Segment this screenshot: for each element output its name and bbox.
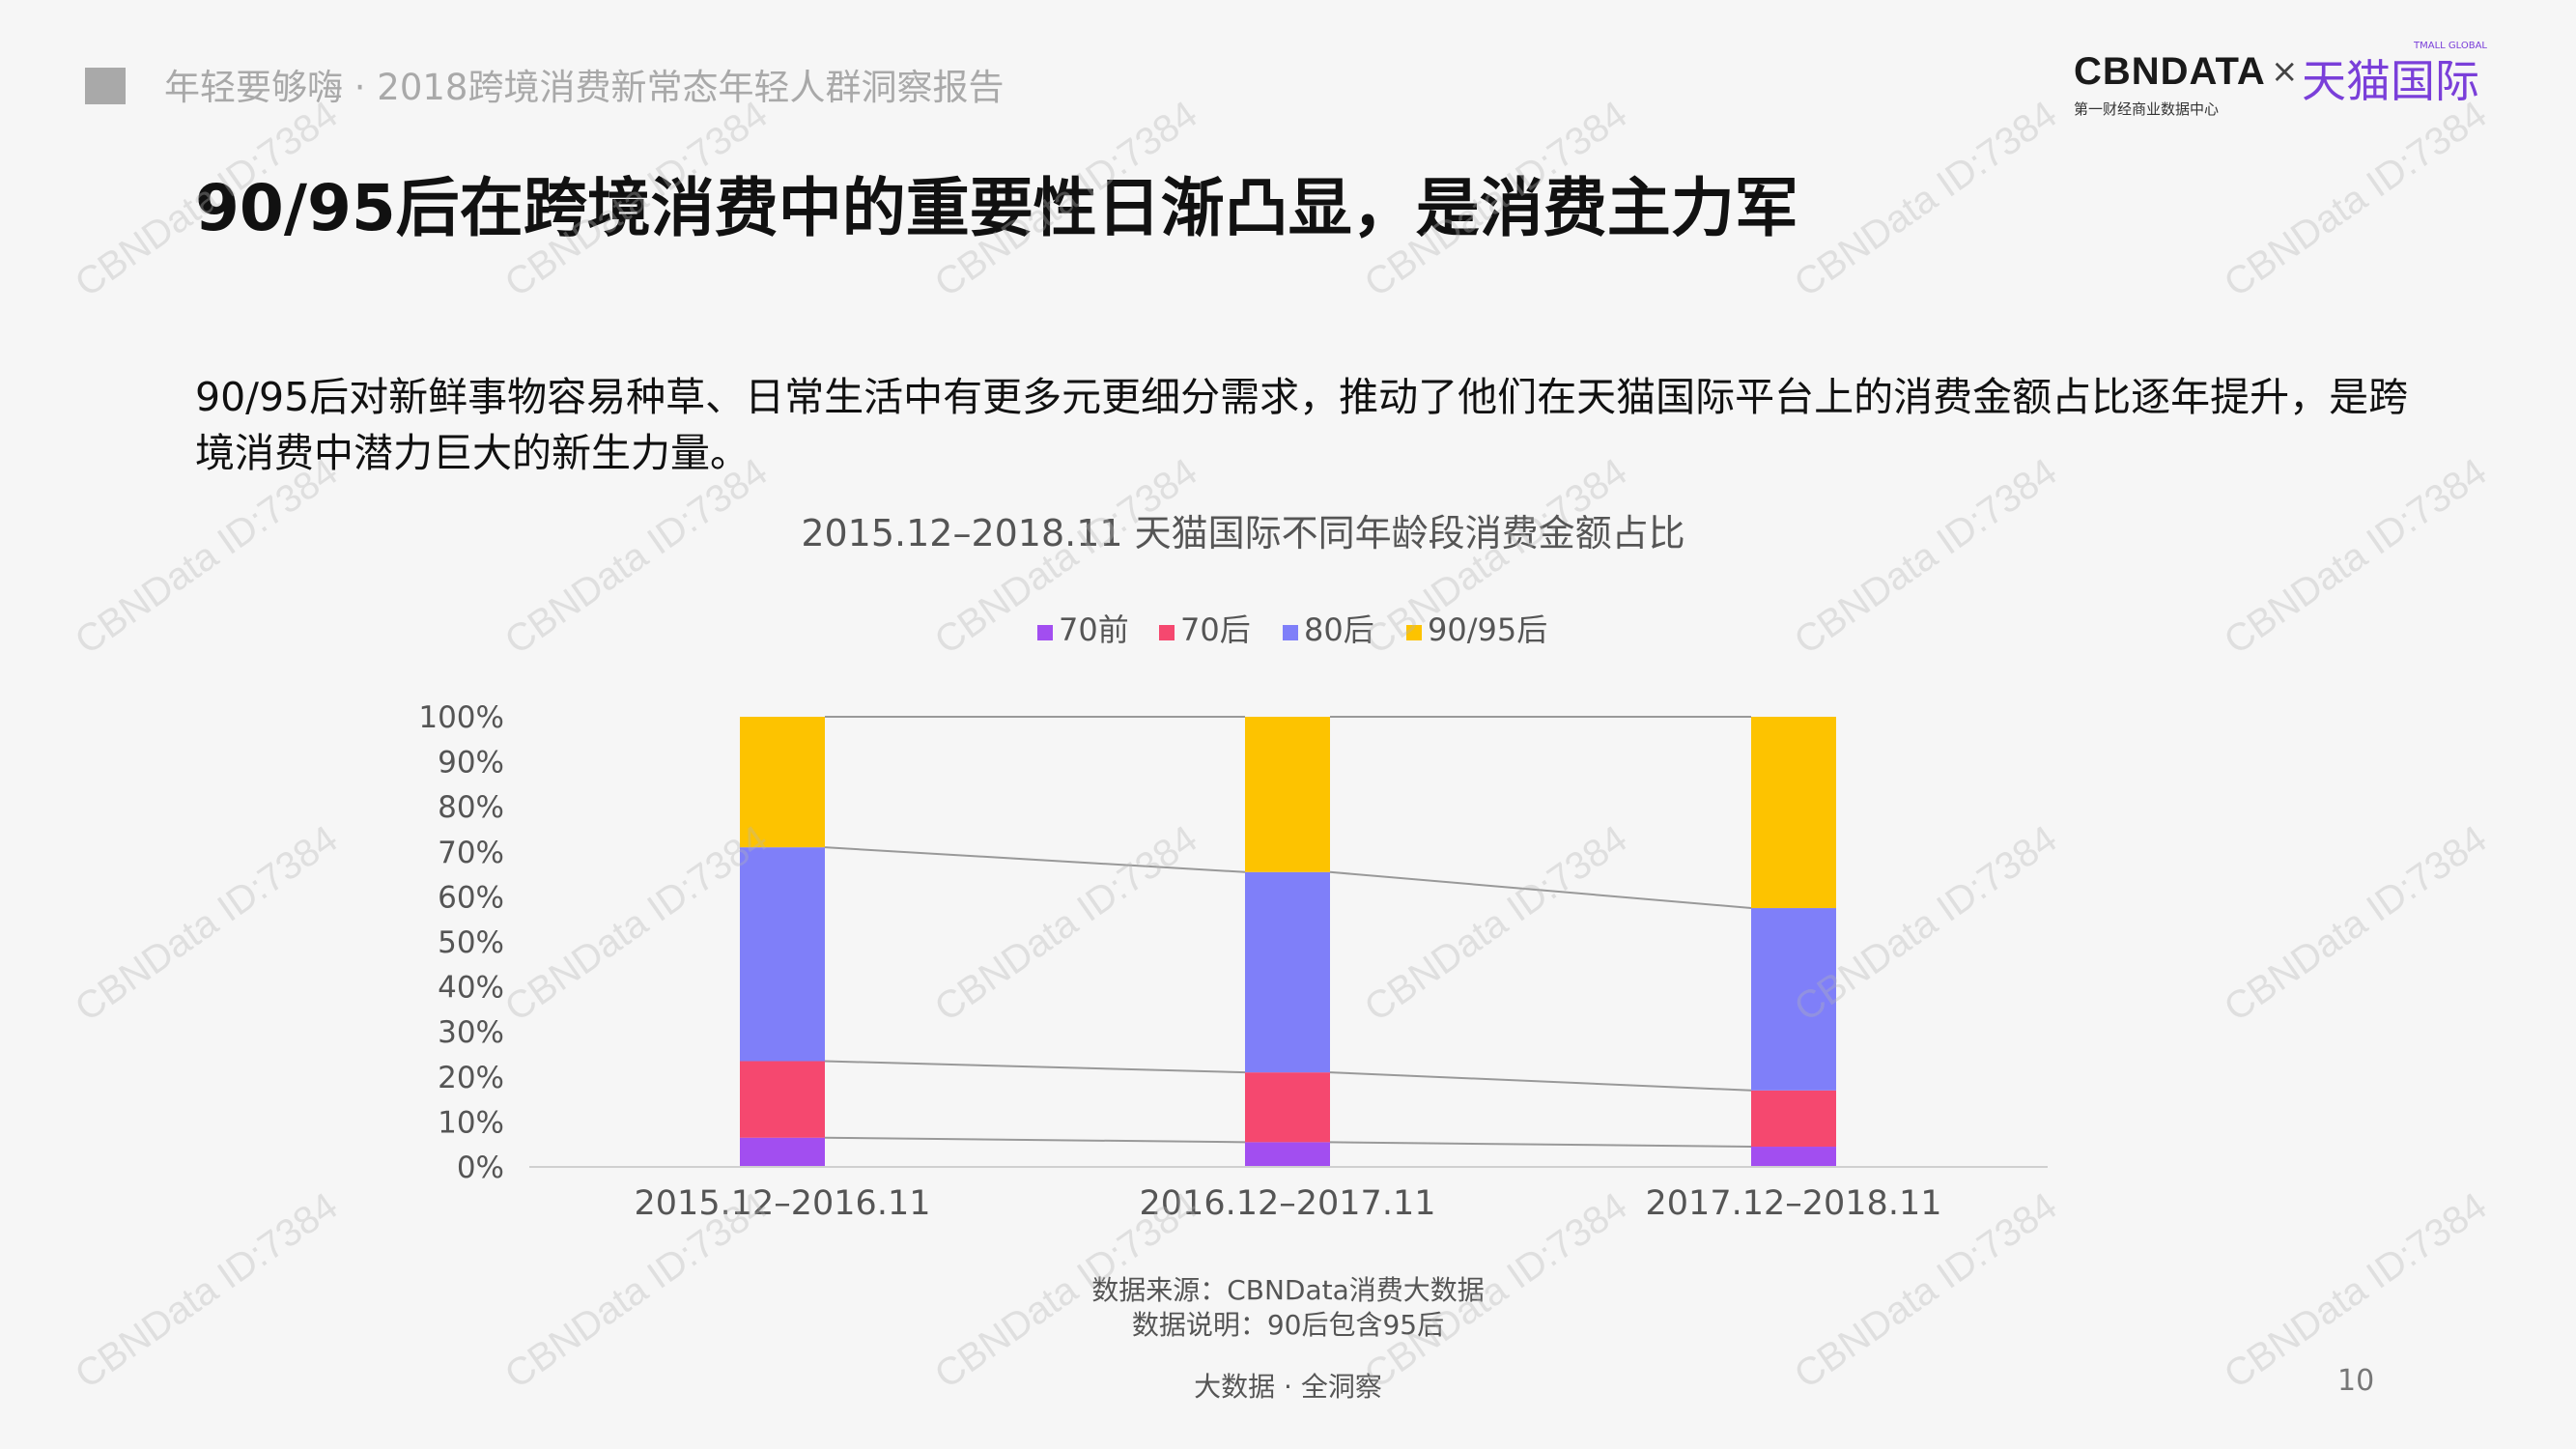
x-tick-label: 2015.12–2016.11 [635,1184,931,1223]
bar-segment [740,717,825,848]
source-line-2: 数据说明：90后包含95后 [1131,1309,1445,1341]
stacked-bar-chart: 2015.12–2018.11 天猫国际不同年龄段消费金额占比 70前 70后 80… [418,512,2048,1223]
logo-cbndata: CBNDATA [2074,50,2266,93]
x-tick-label: 2016.12–2017.11 [1140,1184,1436,1223]
y-tick-label: 40% [438,971,504,1006]
series-line [824,1136,1246,1144]
page-number: 10 [2337,1364,2375,1398]
bar-segment [740,1061,825,1138]
y-tick-label: 20% [438,1061,504,1095]
y-tick-label: 60% [438,880,504,915]
report-title: 年轻要够嗨 · 2018跨境消费新常态年轻人群洞察报告 [164,67,1005,108]
series-line [1329,1141,1752,1149]
axes: 0% 10% 20% 30% 40% 50% 60% 70% 80% 90% 100% 2015.12… [418,700,2048,1223]
x-tick-label: 2017.12–2018.11 [1646,1184,1942,1223]
page-title: 90/95后在跨境消费中的重要性日渐凸显，是消费主力军 [195,171,1798,245]
source-line-1: 数据来源：CBNData消费大数据 [1091,1274,1485,1306]
bar-segment [1245,1072,1330,1143]
y-tick-label: 10% [438,1105,504,1140]
y-tick-label: 0% [457,1151,504,1185]
bar-segment [740,847,825,1062]
legend-label: 90/95后 [1428,611,1547,648]
series-line [1329,870,1752,910]
series-line [824,846,1246,873]
bar-segment [1245,1142,1330,1167]
y-tick-label: 100% [418,700,504,735]
chart-legend: 70前 70后 80后 90/95后 [1037,611,1547,648]
legend-label: 70前 [1059,611,1129,648]
bar-segment [1245,871,1330,1073]
data-source: 数据来源：CBNData消费大数据 数据说明：90后包含95后 [0,1273,2576,1343]
y-tick-label: 90% [438,746,504,781]
chart-title: 2015.12–2018.11 天猫国际不同年龄段消费金额占比 [801,512,1684,554]
y-tick-label: 50% [438,925,504,960]
legend-label: 70后 [1180,611,1251,648]
legend-swatch [1406,625,1422,640]
logo-tmall-global: TMALL GLOBAL [2414,41,2488,51]
legend-swatch [1159,625,1175,640]
legend-swatch [1037,625,1053,640]
bar-segment [1751,1147,1836,1167]
bar-segment [1245,717,1330,872]
logo-times: × [2271,52,2299,91]
watermark: CBNData ID:7384 [1787,93,2065,306]
cbndata-tmall-logo: CBNDATA × 天猫国际 TMALL GLOBAL 第一财经商业数据中心 [2074,41,2487,122]
y-tick-label: 30% [438,1015,504,1050]
bar-segment [1751,908,1836,1091]
description: 90/95后对新鲜事物容易种草、日常生活中有更多元更细分需求，推动了他们在天猫国… [195,374,2409,476]
footer-slogan: 大数据 · 全洞察 [1194,1371,1382,1403]
watermark: CBNData ID:7384 [2217,93,2495,306]
series-line [824,1060,1246,1074]
y-tick-label: 70% [438,836,504,870]
logo-subtitle: 第一财经商业数据中心 [2074,100,2220,118]
series-line [1329,1071,1752,1092]
bar-segment [740,1137,825,1167]
header-square-icon [85,68,126,104]
bar-segment [1751,1090,1836,1148]
y-tick-label: 80% [438,790,504,825]
bars [740,717,1836,1167]
series-connector-lines [824,716,1752,1149]
logo-tmall: 天猫国际 [2302,55,2479,107]
bar-segment [1751,717,1836,909]
legend-label: 80后 [1304,611,1374,648]
legend-swatch [1283,625,1298,640]
